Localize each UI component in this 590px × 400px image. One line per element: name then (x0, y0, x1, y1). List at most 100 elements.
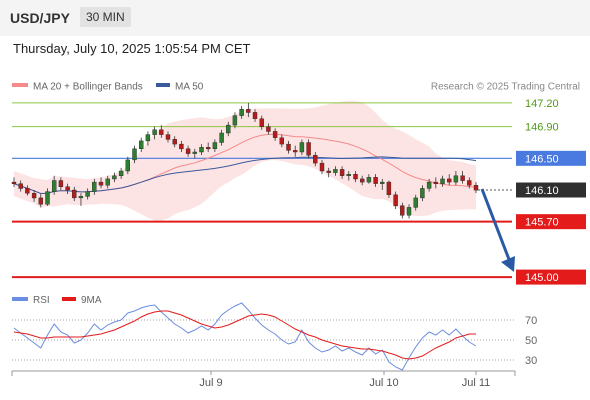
candle-up (112, 175, 117, 180)
candle-up (125, 159, 131, 172)
candle-down (272, 131, 278, 138)
candle-down (460, 175, 465, 181)
candle-down (293, 150, 298, 153)
support-label: 145.70 (525, 217, 559, 229)
resistance-label: 146.90 (525, 122, 559, 134)
candle-down (185, 148, 191, 154)
ma20-legend-swatch (12, 83, 28, 87)
ma9-legend-label: 9MA (81, 295, 102, 306)
candle-down (98, 181, 104, 186)
rsi-tick-label: 70 (525, 315, 537, 327)
time-axis-labels: Jul 9 Jul 10 Jul 11 (199, 371, 490, 389)
support-badge (516, 214, 586, 230)
candle-up (138, 140, 144, 149)
candle-down (433, 181, 438, 184)
rsi-tick-label: 50 (525, 335, 537, 347)
support-badge (516, 269, 586, 285)
candle-up (333, 169, 338, 173)
candle-down (205, 147, 211, 150)
credit-label: Research © 2025 Trading Central (431, 82, 580, 93)
ma50-legend-swatch (156, 83, 170, 87)
candle-down (72, 189, 77, 199)
time-axis-label: Jul 9 (199, 377, 222, 389)
candle-up (105, 178, 110, 186)
rsi-ma-line (13, 310, 476, 360)
candle-down (473, 185, 479, 191)
candle-up (92, 181, 97, 192)
candle-up (52, 180, 57, 192)
candle-down (393, 194, 398, 207)
forecast-arrow (480, 188, 515, 272)
time-axis-label: Jul 10 (369, 377, 398, 389)
timeframe-button[interactable]: 30 MIN (80, 7, 131, 27)
candle-down (467, 180, 472, 186)
candle-down (286, 143, 291, 151)
candle-up (78, 196, 84, 199)
rsi-line (13, 302, 477, 371)
resistance-label: 147.20 (525, 98, 559, 110)
pivot-badge (516, 150, 586, 166)
candle-up (380, 181, 385, 184)
chart-header: USD/JPY 30 MIN (0, 0, 590, 36)
candle-down (38, 197, 43, 205)
candle-up (406, 207, 412, 216)
candle-down (353, 173, 358, 180)
candle-up (453, 175, 459, 183)
candle-down (400, 205, 405, 216)
candle-down (360, 178, 365, 183)
candle-up (366, 177, 372, 183)
candle-up (45, 191, 50, 205)
candle-down (319, 162, 325, 172)
candle-down (373, 177, 378, 184)
candle-up (299, 142, 305, 153)
candle-down (31, 192, 37, 199)
candle-down (165, 134, 171, 140)
datetime-label: Thursday, July 10, 2025 1:05:54 PM CET (13, 41, 251, 56)
rsi-legend-label: RSI (33, 295, 50, 306)
candle-down (58, 180, 64, 188)
candle-down (11, 181, 17, 184)
time-axis-label: Jul 11 (462, 377, 491, 389)
candle-up (192, 151, 198, 154)
candle-down (246, 109, 251, 113)
candle-up (118, 170, 124, 177)
rsi-plot: 70 50 30 (12, 302, 537, 371)
candle-down (179, 143, 184, 150)
candle-down (306, 142, 311, 156)
candle-up (239, 109, 244, 116)
candle-up (226, 124, 231, 134)
ma9-legend-swatch (62, 297, 76, 301)
candle-down (447, 178, 452, 183)
candle-up (212, 142, 218, 150)
last-price-label: 146.10 (525, 185, 559, 197)
candle-up (426, 181, 432, 189)
candle-up (219, 132, 224, 143)
candle-down (386, 181, 392, 196)
candle-up (145, 134, 151, 142)
candle-down (259, 118, 264, 127)
candle-up (132, 148, 137, 161)
candle-down (159, 129, 164, 135)
ma20-legend-label: MA 20 + Bollinger Bands (33, 82, 143, 93)
candle-up (152, 129, 157, 135)
candle-up (85, 191, 90, 197)
candle-up (420, 188, 425, 199)
candle-up (199, 147, 204, 153)
candle-down (279, 137, 284, 145)
pivot-label: 146.50 (525, 153, 559, 165)
bollinger-band (14, 100, 476, 221)
price-plot: 147.20 146.90 146.50 146.10 145.70 145.00 (11, 98, 586, 285)
candle-down (313, 154, 318, 164)
support-label: 145.00 (525, 272, 559, 284)
candle-down (339, 169, 345, 176)
candle-down (252, 112, 258, 119)
symbol-label: USD/JPY (10, 10, 70, 26)
candle-down (18, 183, 23, 189)
candle-up (232, 115, 238, 126)
candle-down (65, 186, 70, 191)
candle-down (25, 188, 30, 194)
candle-up (440, 178, 445, 184)
candle-down (266, 126, 271, 132)
candle-down (172, 139, 177, 145)
